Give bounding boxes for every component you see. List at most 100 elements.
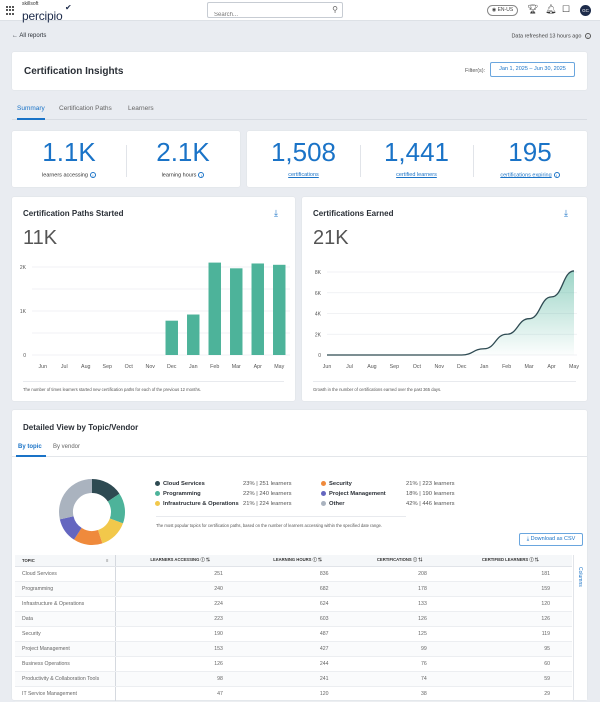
kpi-link-certifications-expiring[interactable]: certifications expiring <box>500 172 552 179</box>
y-tick-label: 4K <box>315 312 322 318</box>
column-header[interactable]: TOPIC ≡ <box>15 555 116 567</box>
value-cell: 836 <box>244 566 351 582</box>
value-cell: 76 <box>350 656 449 672</box>
divider <box>23 381 284 382</box>
table-row[interactable]: Data 223 603 126 126 <box>15 611 572 627</box>
bar[interactable] <box>208 262 221 355</box>
value-cell: 95 <box>448 641 572 657</box>
topic-table: TOPIC ≡ LEARNERS ACCESSING ⓘ ⇅ LEARNING HO… <box>15 555 572 702</box>
table-row[interactable]: Programming 240 682 178 159 <box>15 581 572 597</box>
kpi-link-certifications[interactable]: certifications <box>288 172 319 178</box>
x-tick-label: Jul <box>346 364 353 370</box>
x-tick-label: Nov <box>435 364 445 370</box>
donut-chart <box>59 479 125 545</box>
tab-summary[interactable]: Summary <box>17 105 45 120</box>
donut-slice[interactable] <box>97 518 123 544</box>
kpi-label-wrap: learning hours i <box>126 172 240 178</box>
value-cell: 120 <box>244 686 351 702</box>
feedback-icon[interactable]: ☐ <box>562 4 571 14</box>
search-input[interactable] <box>208 8 318 22</box>
tab-learners[interactable]: Learners <box>128 105 154 112</box>
y-tick-label: 0 <box>318 353 321 359</box>
table-row[interactable]: Business Operations 126 244 76 60 <box>15 656 572 672</box>
value-cell: 208 <box>350 566 449 582</box>
avatar[interactable]: GC <box>580 5 591 16</box>
y-tick-label: 0 <box>23 353 26 359</box>
x-tick-label: Sep <box>103 364 112 370</box>
value-cell: 190 <box>115 626 245 642</box>
column-header[interactable]: CERTIFICATIONS ⓘ ⇅ <box>350 555 449 567</box>
bar[interactable] <box>251 263 264 355</box>
table-row[interactable]: Infrastructure & Operations 224 624 133 120 <box>15 596 572 612</box>
series-line[interactable] <box>326 270 575 356</box>
kpi-certifications: 1,508 certifications <box>247 131 360 187</box>
column-header[interactable]: LEARNING HOURS ⓘ ⇅ <box>244 555 351 567</box>
bar[interactable] <box>273 264 286 355</box>
value-cell: 125 <box>350 626 449 642</box>
legend-name: Project Management <box>329 491 386 498</box>
tab-by-topic[interactable]: By topic <box>16 444 46 457</box>
info-icon[interactable]: i <box>198 172 205 178</box>
column-header[interactable]: LEARNERS ACCESSING ⓘ ⇅ <box>115 555 245 567</box>
download-icon[interactable]: ⤓ <box>274 208 278 218</box>
bar[interactable] <box>165 320 178 355</box>
search-icon[interactable]: ⚲ <box>332 5 338 14</box>
refresh-text: Data refreshed 13 hours ago <box>511 33 582 40</box>
legend-item: Cloud Services 23% | 251 learners <box>155 481 292 489</box>
kpi-learners-accessing: 1.1K learners accessing i <box>12 131 126 187</box>
x-tick-label: Jun <box>38 364 47 370</box>
bell-icon[interactable]: 🔔︎ <box>545 4 557 14</box>
value-cell: 427 <box>244 641 351 657</box>
bar[interactable] <box>230 268 243 355</box>
kpi-link-certified-learners[interactable]: certified learners <box>396 172 437 178</box>
legend-value: 21% | 223 learners <box>406 481 455 487</box>
title-card: Certification Insights Filter(s): Jan 1,… <box>12 52 587 90</box>
back-link[interactable]: ← All reports <box>12 33 47 39</box>
table-row[interactable]: Security 190 487 125 119 <box>15 626 572 642</box>
value-cell: 59 <box>448 671 572 687</box>
column-menu-icon[interactable]: ≡ <box>106 557 109 563</box>
detail-tabs: By topic By vendor <box>12 440 587 457</box>
legend-dot <box>155 481 160 486</box>
topic-cell: Programming <box>15 581 116 597</box>
legend-dot <box>321 491 326 496</box>
table-row[interactable]: Cloud Services 251 836 208 181 <box>15 566 572 582</box>
download-icon[interactable]: ⤓ <box>564 208 568 218</box>
language-selector[interactable]: ◉ EN-US <box>487 5 518 16</box>
legend-item: Other 42% | 446 learners <box>321 501 455 509</box>
app-grid-icon[interactable] <box>6 6 15 15</box>
chart-title: Certifications Earned <box>313 209 394 218</box>
info-icon[interactable]: i <box>89 172 96 178</box>
donut-slice[interactable] <box>59 479 93 520</box>
tab-certification-paths[interactable]: Certification Paths <box>59 105 112 112</box>
chart-card-certifications-earned: Certifications Earned ⤓ 21K 0 2K 4K 6K 8K Jun… <box>302 197 587 401</box>
table-row[interactable]: Project Management 153 427 99 95 <box>15 641 572 657</box>
brand-logo[interactable]: skillsoft percipio ✔ <box>22 1 72 25</box>
value-cell: 153 <box>115 641 245 657</box>
date-filter-button[interactable]: Jan 1, 2025 – Jun 30, 2025 <box>490 62 575 77</box>
info-icon[interactable]: i <box>553 172 560 178</box>
kpi-value: 2.1K <box>156 137 210 167</box>
donut-slice[interactable] <box>73 527 103 545</box>
donut-slice[interactable] <box>59 515 83 540</box>
value-cell: 133 <box>350 596 449 612</box>
columns-panel-toggle[interactable]: Columns <box>573 555 587 700</box>
column-header[interactable]: CERTIFIED LEARNERS ⓘ ⇅ <box>448 555 572 567</box>
brand-name: percipio <box>22 9 63 23</box>
table-row[interactable]: IT Service Management 47 120 38 29 <box>15 686 572 702</box>
legend-item: Programming 22% | 240 learners <box>155 491 292 499</box>
tab-by-vendor[interactable]: By vendor <box>53 444 81 450</box>
brand-small: skillsoft <box>22 1 39 7</box>
donut-slice[interactable] <box>91 479 120 502</box>
info-icon[interactable]: i <box>585 33 591 39</box>
report-tabs: Summary Certification Paths Learners <box>12 100 587 120</box>
topic-cell: Productivity & Collaboration Tools <box>15 671 116 687</box>
table-row[interactable]: Productivity & Collaboration Tools 98 241 7… <box>15 671 572 687</box>
donut-slice[interactable] <box>107 493 125 524</box>
value-cell: 178 <box>350 581 449 597</box>
trophy-icon[interactable]: 🏆︎ <box>527 4 539 14</box>
legend-name: Cloud Services <box>163 481 205 488</box>
download-csv-button[interactable]: ⤓ Download as CSV <box>519 533 583 546</box>
kpi-learning-hours: 2.1K learning hours i <box>126 131 240 187</box>
bar[interactable] <box>187 314 200 355</box>
